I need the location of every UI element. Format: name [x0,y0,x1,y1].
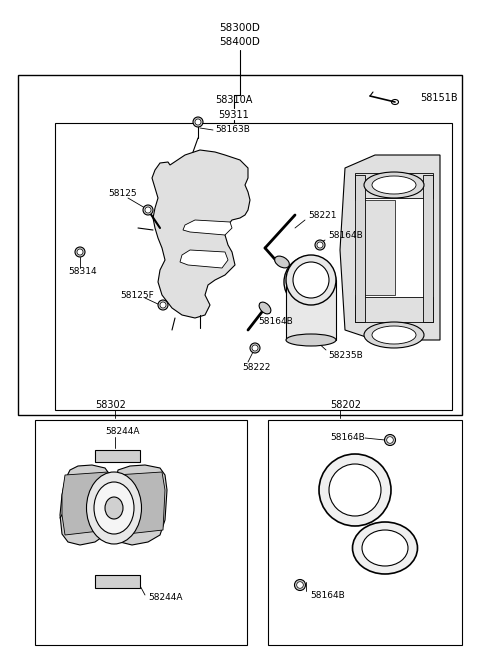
Polygon shape [95,450,140,462]
Ellipse shape [372,176,416,194]
Text: 58125: 58125 [108,189,137,198]
Ellipse shape [319,454,391,526]
Bar [355,175,365,322]
Ellipse shape [286,334,336,346]
Ellipse shape [252,345,258,351]
Ellipse shape [145,207,151,213]
Polygon shape [180,250,228,268]
Polygon shape [115,472,165,535]
Ellipse shape [286,255,336,305]
Ellipse shape [384,434,396,445]
Ellipse shape [160,302,166,308]
Polygon shape [112,465,167,545]
Bar [423,175,433,322]
Ellipse shape [143,205,153,215]
Polygon shape [95,575,140,588]
Bar [55,123,452,410]
Ellipse shape [75,247,85,257]
Ellipse shape [77,249,83,255]
Text: 58244A: 58244A [148,593,182,602]
Text: 58164B: 58164B [328,231,363,240]
Text: 58300D: 58300D [219,23,261,33]
Bar [355,297,433,322]
Text: 59311: 59311 [218,110,250,120]
Text: 58400D: 58400D [219,37,261,47]
Polygon shape [340,155,440,340]
Text: 58163B: 58163B [215,125,250,135]
Ellipse shape [364,322,424,348]
Polygon shape [62,472,110,535]
Text: 58221: 58221 [308,210,336,219]
Ellipse shape [317,242,323,248]
Ellipse shape [295,579,305,591]
Ellipse shape [364,172,424,198]
Ellipse shape [329,464,381,516]
Text: 58125F: 58125F [120,290,154,300]
Text: 58222: 58222 [242,363,270,373]
Polygon shape [355,175,430,320]
Ellipse shape [315,240,325,250]
Bar [35,420,247,645]
Ellipse shape [158,300,168,310]
Text: 58164B: 58164B [258,317,293,327]
Ellipse shape [105,497,123,519]
Bar [268,420,462,645]
Text: 58310A: 58310A [216,95,252,105]
Text: 58164B: 58164B [310,591,345,600]
Text: 58202: 58202 [330,400,361,410]
Text: 58244A: 58244A [105,428,140,436]
Ellipse shape [193,117,203,127]
Polygon shape [60,465,112,545]
Ellipse shape [297,581,303,588]
Text: 58314: 58314 [68,267,96,277]
Bar [286,280,336,340]
Bar [355,173,433,198]
Ellipse shape [352,522,418,574]
Text: 58235B: 58235B [328,350,363,359]
Ellipse shape [250,343,260,353]
Ellipse shape [259,302,271,314]
Ellipse shape [94,482,134,534]
Ellipse shape [362,530,408,566]
Ellipse shape [293,262,329,298]
Text: 58302: 58302 [95,400,126,410]
Polygon shape [183,220,232,235]
Ellipse shape [86,472,142,544]
Ellipse shape [275,256,289,268]
Polygon shape [152,150,250,318]
Bar [18,75,462,415]
Ellipse shape [387,437,393,443]
Text: 58151B: 58151B [420,93,457,103]
Text: 58164B: 58164B [330,434,365,443]
Ellipse shape [372,326,416,344]
Ellipse shape [195,119,201,125]
